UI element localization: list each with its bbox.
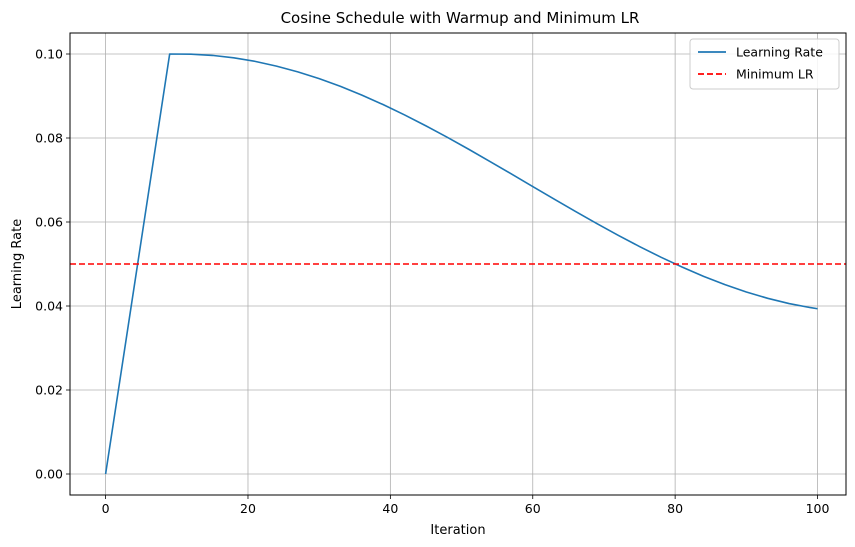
- x-axis: 0 20 40 60 80 100: [102, 495, 830, 516]
- x-tick-label: 100: [806, 501, 830, 516]
- y-tick-label: 0.04: [35, 299, 63, 314]
- legend-box: [689, 38, 840, 90]
- legend-label-minimum-lr: Minimum LR: [736, 67, 814, 82]
- y-tick-label: 0.06: [35, 215, 63, 230]
- x-tick-label: 40: [382, 501, 398, 516]
- series-learning-rate-line: [104, 53, 818, 475]
- x-axis-title: Iteration: [430, 523, 485, 538]
- x-tick-label: 0: [102, 501, 110, 516]
- y-axis: 0.00 0.02 0.04 0.06 0.08 0.10: [35, 47, 70, 482]
- x-tick-label: 60: [525, 501, 541, 516]
- y-tick-label: 0.00: [35, 467, 63, 482]
- y-tick-label: 0.08: [35, 131, 63, 146]
- x-tick-label: 80: [667, 501, 683, 516]
- plot-frame: [69, 32, 847, 496]
- chart-title: Cosine Schedule with Warmup and Minimum …: [281, 9, 640, 27]
- y-tick-label: 0.10: [35, 47, 63, 62]
- legend: Learning Rate Minimum LR: [689, 38, 840, 90]
- series-layer: [70, 53, 846, 475]
- y-axis-title: Learning Rate: [10, 219, 25, 309]
- legend-label-learning-rate: Learning Rate: [736, 45, 823, 60]
- x-tick-label: 20: [240, 501, 256, 516]
- y-tick-label: 0.02: [35, 383, 63, 398]
